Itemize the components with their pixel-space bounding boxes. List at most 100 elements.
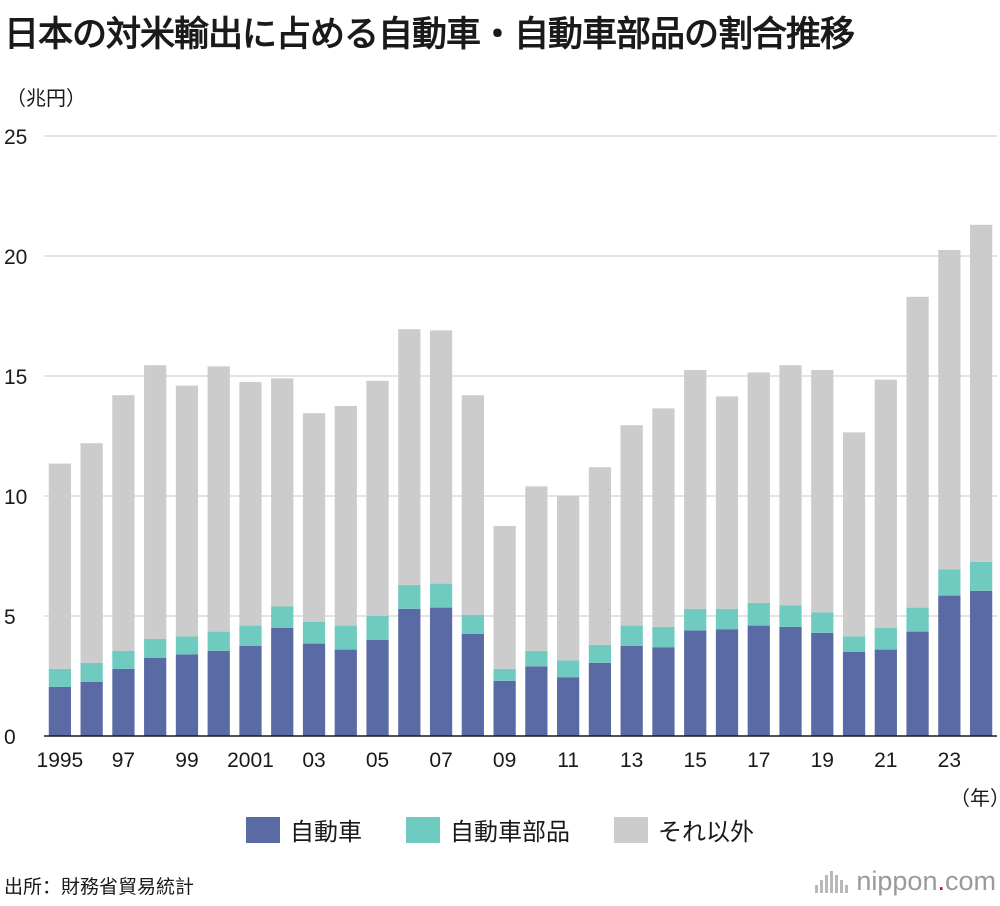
bar-2005-series-2 <box>366 380 389 616</box>
bar-2010-series-2 <box>525 486 548 651</box>
legend-swatch-2 <box>614 816 648 843</box>
legend-label-1: 自動車部品 <box>450 818 570 846</box>
bar-2019-series-1 <box>811 612 834 633</box>
bar-2000-series-1 <box>207 631 230 651</box>
bar-2016-series-0 <box>715 629 739 736</box>
bar-2017-series-1 <box>747 602 770 626</box>
bar-2008-series-2 <box>461 395 484 615</box>
bar-2001-series-1 <box>239 625 262 646</box>
bar-2023-series-2 <box>938 250 961 570</box>
x-tick-label-2013: 13 <box>620 749 643 772</box>
bar-2006-series-2 <box>398 329 421 585</box>
bar-2015-series-0 <box>684 630 707 736</box>
bar-2015-series-2 <box>684 370 707 609</box>
bar-2013-series-1 <box>620 625 643 646</box>
bar-2024-series-0 <box>970 590 993 736</box>
bar-2008-series-1 <box>461 614 484 634</box>
bar-2014-series-1 <box>652 626 675 648</box>
logo-text-suffix: com <box>944 866 996 896</box>
bar-2009-series-0 <box>493 680 516 736</box>
bar-2000-series-0 <box>207 650 230 736</box>
bar-2012-series-0 <box>588 662 612 736</box>
legend-swatch-0 <box>246 816 280 843</box>
bar-2021-series-0 <box>874 649 897 736</box>
bar-2018-series-1 <box>779 605 802 627</box>
bar-2013-series-0 <box>620 646 643 736</box>
bar-1999-series-1 <box>175 636 199 655</box>
bar-1998-series-0 <box>144 658 167 736</box>
bar-2005-series-1 <box>366 616 389 640</box>
bar-2024-series-1 <box>970 562 993 591</box>
bar-2012-series-2 <box>588 467 612 645</box>
bar-2011-series-2 <box>557 496 580 661</box>
bar-2001-series-0 <box>239 646 262 736</box>
bar-1997-series-1 <box>112 650 135 669</box>
legend-item-0: 自動車 <box>246 812 362 847</box>
bar-2003-series-2 <box>302 413 326 622</box>
bar-2000-series-2 <box>207 366 230 632</box>
x-tick-label-2015: 15 <box>684 749 707 772</box>
bar-2005-series-0 <box>366 640 389 736</box>
bar-1999-series-2 <box>175 385 199 637</box>
legend-item-2: それ以外 <box>614 812 754 847</box>
x-axis-unit-label: （年） <box>950 786 1000 810</box>
y-tick-label-15: 15 <box>4 366 27 389</box>
x-tick-label-2019: 19 <box>811 749 834 772</box>
bar-1998-series-2 <box>144 365 167 639</box>
bar-1997-series-2 <box>112 395 135 651</box>
bar-2019-series-2 <box>811 370 834 613</box>
bar-2009-series-2 <box>493 526 516 669</box>
bar-2009-series-1 <box>493 668 516 681</box>
bar-2002-series-0 <box>271 628 294 736</box>
y-axis-unit-label: （兆円） <box>6 86 86 110</box>
bar-2019-series-0 <box>811 632 834 736</box>
bar-2023-series-1 <box>938 569 961 596</box>
bar-2020-series-0 <box>842 652 866 736</box>
bar-2007-series-0 <box>429 607 453 736</box>
x-tick-label-2023: 23 <box>938 749 961 772</box>
bar-1998-series-1 <box>144 638 167 658</box>
bar-2007-series-2 <box>429 330 453 584</box>
y-tick-label-25: 25 <box>4 126 27 149</box>
x-tick-label-2007: 07 <box>429 749 452 772</box>
bar-2010-series-1 <box>525 650 548 667</box>
legend-swatch-1 <box>406 816 440 843</box>
bar-1999-series-0 <box>175 654 199 736</box>
bar-2011-series-1 <box>557 660 580 678</box>
y-tick-label-10: 10 <box>4 486 27 509</box>
bar-2017-series-2 <box>747 372 770 603</box>
bar-2017-series-0 <box>747 625 770 736</box>
y-tick-label-20: 20 <box>4 246 27 269</box>
bar-1996-series-2 <box>80 443 103 663</box>
bar-2014-series-2 <box>652 408 675 627</box>
bar-2004-series-2 <box>334 406 357 626</box>
bar-2022-series-0 <box>906 631 929 736</box>
legend-label-2: それ以外 <box>658 818 754 846</box>
bar-2002-series-1 <box>271 606 294 628</box>
x-tick-label-1999: 99 <box>175 749 198 772</box>
bar-2021-series-2 <box>874 379 897 628</box>
x-tick-label-2005: 05 <box>366 749 389 772</box>
logo-text-dot: . <box>937 866 945 896</box>
bar-2006-series-1 <box>398 584 421 609</box>
bar-1996-series-1 <box>80 662 103 682</box>
x-tick-label-2003: 03 <box>302 749 325 772</box>
bar-2014-series-0 <box>652 647 675 736</box>
bar-2002-series-2 <box>271 378 294 607</box>
bar-2016-series-2 <box>715 396 739 609</box>
bar-2001-series-2 <box>239 382 262 626</box>
bar-2006-series-0 <box>398 608 421 736</box>
bar-2016-series-1 <box>715 608 739 630</box>
bar-2004-series-0 <box>334 649 357 736</box>
legend-item-1: 自動車部品 <box>406 812 570 847</box>
bar-2013-series-2 <box>620 425 643 626</box>
source-note: 出所：財務省貿易統計 <box>4 876 195 898</box>
bar-2022-series-1 <box>906 607 929 632</box>
bar-2010-series-0 <box>525 666 548 736</box>
y-tick-label-0: 0 <box>4 726 16 749</box>
bar-2020-series-1 <box>842 636 866 652</box>
bar-2023-series-0 <box>938 595 961 736</box>
bar-2018-series-2 <box>779 365 802 606</box>
logo-text-main: nippon <box>856 866 938 896</box>
